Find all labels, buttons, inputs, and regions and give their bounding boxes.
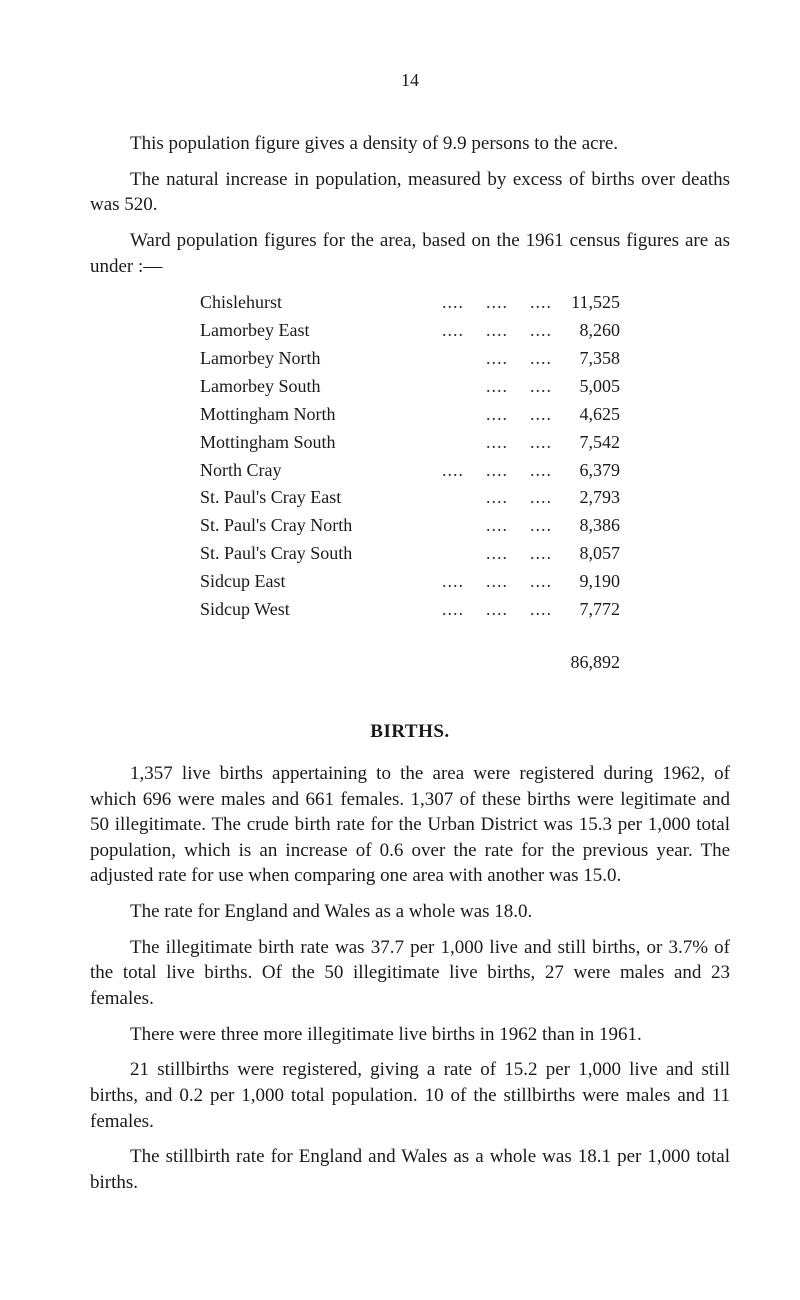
ward-label: Sidcup West [200,596,290,624]
ward-value: 8,057 [560,540,620,568]
ward-row: North Cray .... .... .... 6,379 [200,457,620,485]
leader-dots: .... .... [360,540,552,568]
ward-label: Lamorbey North [200,345,320,373]
ward-value: 11,525 [560,289,620,317]
ward-value: 9,190 [560,568,620,596]
ward-row: Lamorbey North .... .... 7,358 [200,345,620,373]
ward-label: Mottingham South [200,429,336,457]
ward-row: St. Paul's Cray South .... .... 8,057 [200,540,620,568]
ward-value: 7,772 [560,596,620,624]
ward-label: Lamorbey East [200,317,309,345]
ward-value: 2,793 [560,484,620,512]
ward-value: 4,625 [560,401,620,429]
ward-label: North Cray [200,457,281,485]
ward-value: 5,005 [560,373,620,401]
ward-value: 7,358 [560,345,620,373]
ward-row: Chislehurst .... .... .... 11,525 [200,289,620,317]
leader-dots: .... .... [344,429,552,457]
paragraph-births-6: The stillbirth rate for England and Wale… [90,1144,730,1195]
ward-value: 6,379 [560,457,620,485]
paragraph-births-5: 21 stillbirths were registered, giving a… [90,1057,730,1134]
paragraph-births-1-text: 1,357 live births appertaining to the ar… [90,763,730,887]
leader-dots: .... .... .... [317,317,552,345]
ward-population-table: Chislehurst .... .... .... 11,525 Lamorb… [200,289,620,673]
ward-row: St. Paul's Cray North .... .... 8,386 [200,512,620,540]
paragraph-ward-intro: Ward population figures for the area, ba… [90,228,730,279]
ward-label: Lamorbey South [200,373,320,401]
ward-value: 7,542 [560,429,620,457]
ward-label: Mottingham North [200,401,336,429]
paragraph-natural-increase-text: The natural increase in population, meas… [90,169,730,216]
paragraph-births-2-text: The rate for England and Wales as a whol… [130,901,532,922]
leader-dots: .... .... .... [294,568,553,596]
leader-dots: .... .... [328,373,552,401]
paragraph-births-1: 1,357 live births appertaining to the ar… [90,761,730,889]
ward-row: Sidcup West .... .... .... 7,772 [200,596,620,624]
ward-row: Lamorbey East .... .... .... 8,260 [200,317,620,345]
ward-label: St. Paul's Cray South [200,540,352,568]
paragraph-births-6-text: The stillbirth rate for England and Wale… [90,1146,730,1193]
ward-row: Lamorbey South .... .... 5,005 [200,373,620,401]
leader-dots: .... .... [360,512,552,540]
paragraph-births-5-text: 21 stillbirths were registered, giving a… [90,1059,730,1131]
ward-label: St. Paul's Cray North [200,512,352,540]
paragraph-births-4: There were three more illegitimate live … [90,1022,730,1048]
leader-dots: .... .... [349,484,552,512]
births-heading: BIRTHS. [90,721,730,743]
ward-label: Sidcup East [200,568,286,596]
leader-dots: .... .... .... [290,289,552,317]
leader-dots: .... .... [344,401,553,429]
leader-dots: .... .... .... [289,457,552,485]
paragraph-births-2: The rate for England and Wales as a whol… [90,899,730,925]
ward-value: 8,260 [560,317,620,345]
leader-dots: .... .... .... [298,596,552,624]
ward-total: 86,892 [200,652,620,673]
ward-value: 8,386 [560,512,620,540]
leader-dots: .... .... [328,345,552,373]
paragraph-births-3-text: The illegitimate birth rate was 37.7 per… [90,937,730,1009]
paragraph-births-3: The illegitimate birth rate was 37.7 per… [90,935,730,1012]
ward-row: St. Paul's Cray East .... .... 2,793 [200,484,620,512]
paragraph-ward-intro-text: Ward population figures for the area, ba… [90,230,730,277]
ward-label: St. Paul's Cray East [200,484,341,512]
ward-row: Mottingham South .... .... 7,542 [200,429,620,457]
ward-label: Chislehurst [200,289,282,317]
ward-row: Mottingham North .... .... 4,625 [200,401,620,429]
paragraph-density-text: This population figure gives a density o… [130,133,618,154]
ward-row: Sidcup East .... .... .... 9,190 [200,568,620,596]
paragraph-density: This population figure gives a density o… [90,131,730,157]
paragraph-births-4-text: There were three more illegitimate live … [130,1024,642,1045]
page-number: 14 [90,70,730,91]
paragraph-natural-increase: The natural increase in population, meas… [90,167,730,218]
